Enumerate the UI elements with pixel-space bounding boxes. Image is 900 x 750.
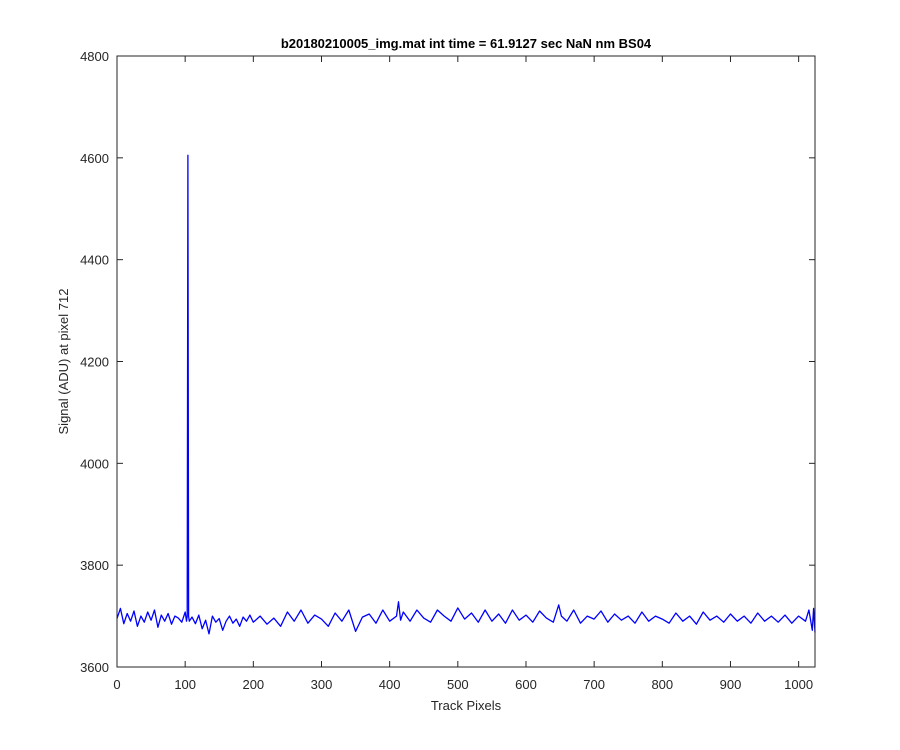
plot-area <box>117 56 815 667</box>
x-tick-label: 0 <box>113 677 120 692</box>
x-tick-label: 500 <box>447 677 469 692</box>
plot-box <box>116 55 816 668</box>
y-tick-label: 3600 <box>80 660 109 675</box>
x-tick-label: 600 <box>515 677 537 692</box>
y-axis-ticks: 3600 3800 4000 4200 4400 4600 4800 <box>80 49 815 675</box>
x-tick-label: 900 <box>720 677 742 692</box>
x-tick-label: 200 <box>242 677 264 692</box>
y-tick-label: 4600 <box>80 151 109 166</box>
series-line <box>116 154 816 635</box>
y-tick-label: 4400 <box>80 253 109 268</box>
y-tick-label: 4000 <box>80 456 109 471</box>
x-tick-label: 700 <box>583 677 605 692</box>
x-tick-label: 100 <box>174 677 196 692</box>
x-tick-label: 300 <box>311 677 333 692</box>
x-tick-label: 1000 <box>784 677 813 692</box>
x-axis-ticks: 0 100 200 300 400 500 600 700 800 900 1000 <box>113 56 813 692</box>
y-axis-label: Signal (ADU) at pixel 712 <box>56 289 71 435</box>
x-axis-label: Track Pixels <box>431 698 502 713</box>
chart-title: b20180210005_img.mat int time = 61.9127 … <box>281 36 652 51</box>
y-tick-label: 4800 <box>80 49 109 64</box>
y-tick-label: 3800 <box>80 558 109 573</box>
x-tick-label: 800 <box>651 677 673 692</box>
y-tick-label: 4200 <box>80 355 109 370</box>
x-tick-label: 400 <box>379 677 401 692</box>
